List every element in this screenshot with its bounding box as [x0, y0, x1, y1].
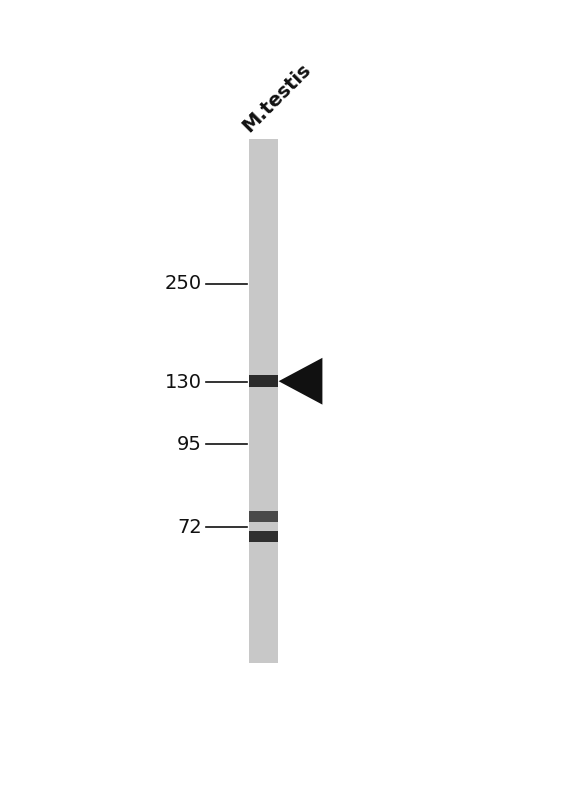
- Text: 95: 95: [177, 434, 202, 454]
- Text: 250: 250: [165, 274, 202, 294]
- Text: 130: 130: [165, 373, 202, 392]
- Bar: [249, 510, 277, 522]
- Bar: [249, 375, 277, 387]
- Bar: [249, 139, 277, 662]
- Text: M.testis: M.testis: [239, 60, 315, 136]
- Text: 72: 72: [177, 518, 202, 537]
- Polygon shape: [279, 358, 323, 405]
- Bar: [249, 531, 277, 542]
